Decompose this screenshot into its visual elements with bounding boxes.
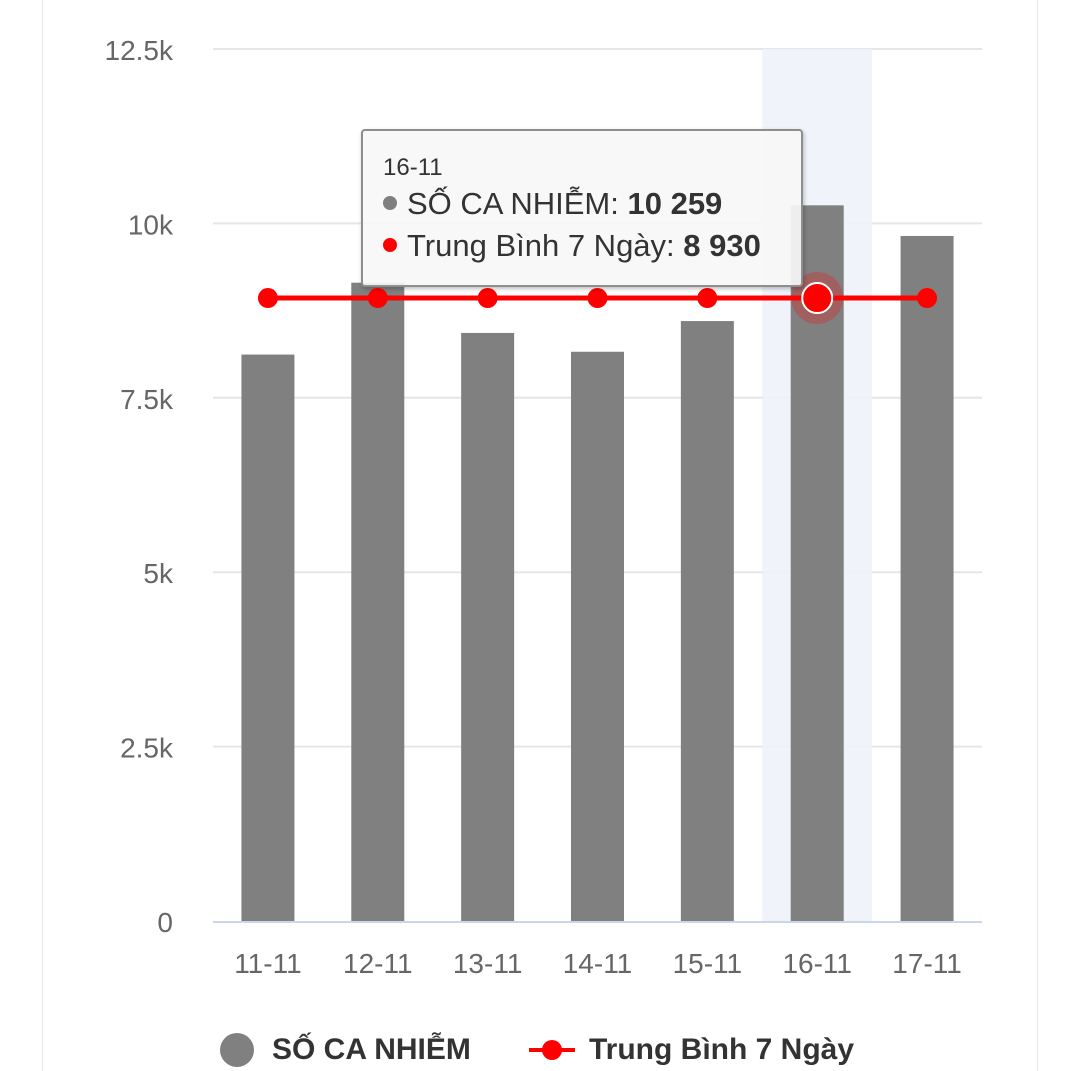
legend-line-marker-icon [529,1033,575,1067]
tooltip-average-value: 8 930 [683,228,761,263]
line-point-active [801,282,834,315]
line-point [697,288,718,309]
x-tick-label: 14-11 [563,948,633,979]
tooltip-row-average: Trung Bình 7 Ngày: 8 930 [383,225,781,267]
y-tick-label: 7.5k [120,384,174,415]
x-tick-label: 13-11 [453,948,523,979]
y-tick-label: 5k [143,558,174,589]
y-tick-label: 2.5k [120,733,174,764]
x-axis-labels: 11-11 12-11 13-11 14-11 15-11 16-11 17-11 [234,948,962,979]
line-point [257,288,278,309]
legend-circle-icon [220,1032,254,1067]
line-point [477,288,498,309]
tooltip-row-cases: SỐ CA NHIỄM: 10 259 [383,183,781,225]
legend-average-label: Trung Bình 7 Ngày [589,1032,855,1066]
y-tick-label: 12.5k [105,35,174,66]
chart-legend: SỐ CA NHIỄM Trung Bình 7 Ngày [0,1028,1080,1071]
line-point [587,288,608,309]
tooltip-date: 16-11 [383,154,443,181]
bar [900,235,954,922]
bar [351,282,405,921]
tooltip-average-label: Trung Bình 7 Ngày: [407,228,684,263]
bar [790,205,844,921]
tooltip-dot-average [383,237,397,252]
x-tick-label: 11-11 [234,948,301,979]
y-axis-labels: 0 2.5k 5k 7.5k 10k 12.5k [105,35,174,938]
chart-tooltip: 16-11 SỐ CA NHIỄM: 10 259 Trung Bình 7 N… [361,129,803,287]
bar [680,321,734,922]
bar [571,351,624,921]
x-tick-label: 16-11 [782,948,852,979]
tooltip-cases-label: SỐ CA NHIỄM: [407,186,628,221]
line-point [367,288,388,309]
legend-cases-label: SỐ CA NHIỄM [272,1032,471,1066]
bar [241,354,295,921]
y-tick-label: 0 [157,907,173,938]
bar [461,332,515,921]
x-tick-label: 15-11 [673,948,743,979]
line-series [257,272,938,325]
y-tick-label: 10k [128,209,174,240]
tooltip-cases-value: 10 259 [627,186,723,221]
line-point [917,288,938,309]
legend-item-cases[interactable]: SỐ CA NHIỄM [220,1028,471,1071]
chart-frame [42,0,1038,1071]
tooltip-dot-cases [383,195,397,210]
x-tick-label: 12-11 [343,948,413,979]
bar-series [241,205,954,922]
x-tick-label: 17-11 [892,948,962,979]
legend-item-average[interactable]: Trung Bình 7 Ngày [529,1028,854,1071]
